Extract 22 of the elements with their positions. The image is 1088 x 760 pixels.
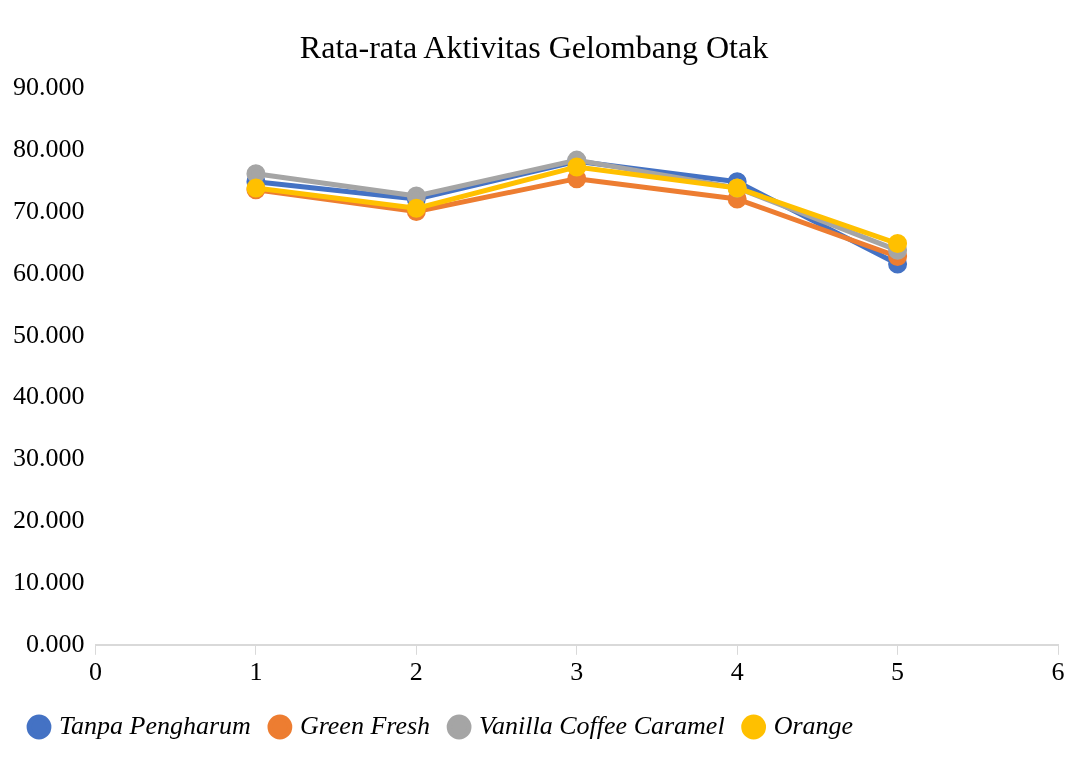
y-tick-label: 50.000 xyxy=(13,319,85,349)
x-tick-label: 6 xyxy=(1051,657,1065,687)
y-tick-label: 10.000 xyxy=(13,566,85,596)
y-tick-label: 80.000 xyxy=(13,134,85,164)
x-tick-label: 2 xyxy=(409,657,423,687)
y-tick-label: 20.000 xyxy=(13,504,85,534)
x-tick-label: 4 xyxy=(730,657,744,687)
y-tick-label: 0.000 xyxy=(26,628,85,658)
y-tick-label: 60.000 xyxy=(13,257,85,287)
x-tick-label: 3 xyxy=(570,657,584,687)
x-tick-label: 1 xyxy=(249,657,263,687)
x-tick-label: 0 xyxy=(89,657,102,687)
y-tick-label: 40.000 xyxy=(13,381,85,411)
y-tick-label: 70.000 xyxy=(13,195,85,225)
y-tick-label: 90.000 xyxy=(13,72,85,102)
legend-label: Orange xyxy=(773,710,854,740)
chart-title: Rata-rata Aktivitas Gelombang Otak xyxy=(299,28,769,65)
x-tick-label: 5 xyxy=(891,657,905,687)
y-tick-label: 30.000 xyxy=(13,443,85,473)
legend-label: Tanpa Pengharum xyxy=(59,710,251,740)
legend-label: Vanilla Coffee Caramel xyxy=(479,710,725,740)
legend-label: Green Fresh xyxy=(299,710,431,740)
